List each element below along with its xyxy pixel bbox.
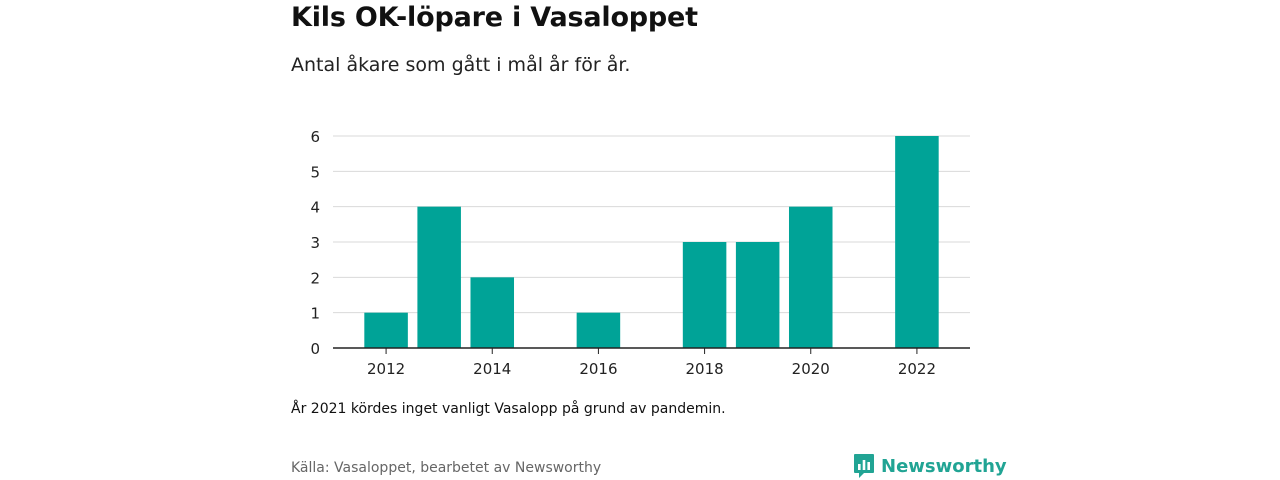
x-tick-label: 2020 xyxy=(792,360,830,378)
y-tick-label: 6 xyxy=(310,128,320,146)
x-tick-label: 2018 xyxy=(685,360,723,378)
y-tick-label: 5 xyxy=(310,163,320,181)
bar xyxy=(895,136,939,348)
bar xyxy=(682,242,727,348)
x-tick-label: 2022 xyxy=(898,360,936,378)
bar xyxy=(576,312,621,348)
newsworthy-logo-icon xyxy=(854,454,874,478)
chart-source: Källa: Vasaloppet, bearbetet av Newswort… xyxy=(291,460,602,476)
brand-name: Newsworthy xyxy=(881,455,1007,477)
bar xyxy=(417,206,461,348)
y-tick-label: 4 xyxy=(310,199,320,217)
x-tick-label: 2012 xyxy=(367,360,405,378)
chart-subtitle: Antal åkare som gått i mål år för år. xyxy=(291,54,631,76)
y-tick-label: 1 xyxy=(310,305,320,323)
bar-chart: 0 1 2 3 4 5 6 2012 2014 2016 2018 2020 2022 xyxy=(310,128,970,378)
bar xyxy=(364,312,408,348)
bar xyxy=(470,277,515,348)
x-tick-label: 2014 xyxy=(473,360,511,378)
y-tick-label: 0 xyxy=(310,340,320,358)
y-tick-label: 2 xyxy=(310,269,320,287)
bar xyxy=(735,242,780,348)
chart-note: År 2021 kördes inget vanligt Vasalopp på… xyxy=(291,401,726,417)
y-tick-label: 3 xyxy=(310,234,320,252)
brand-logo: Newsworthy xyxy=(853,453,1007,479)
bar xyxy=(788,206,833,348)
chart-title: Kils OK-löpare i Vasaloppet xyxy=(291,2,698,33)
x-tick-label: 2016 xyxy=(579,360,617,378)
